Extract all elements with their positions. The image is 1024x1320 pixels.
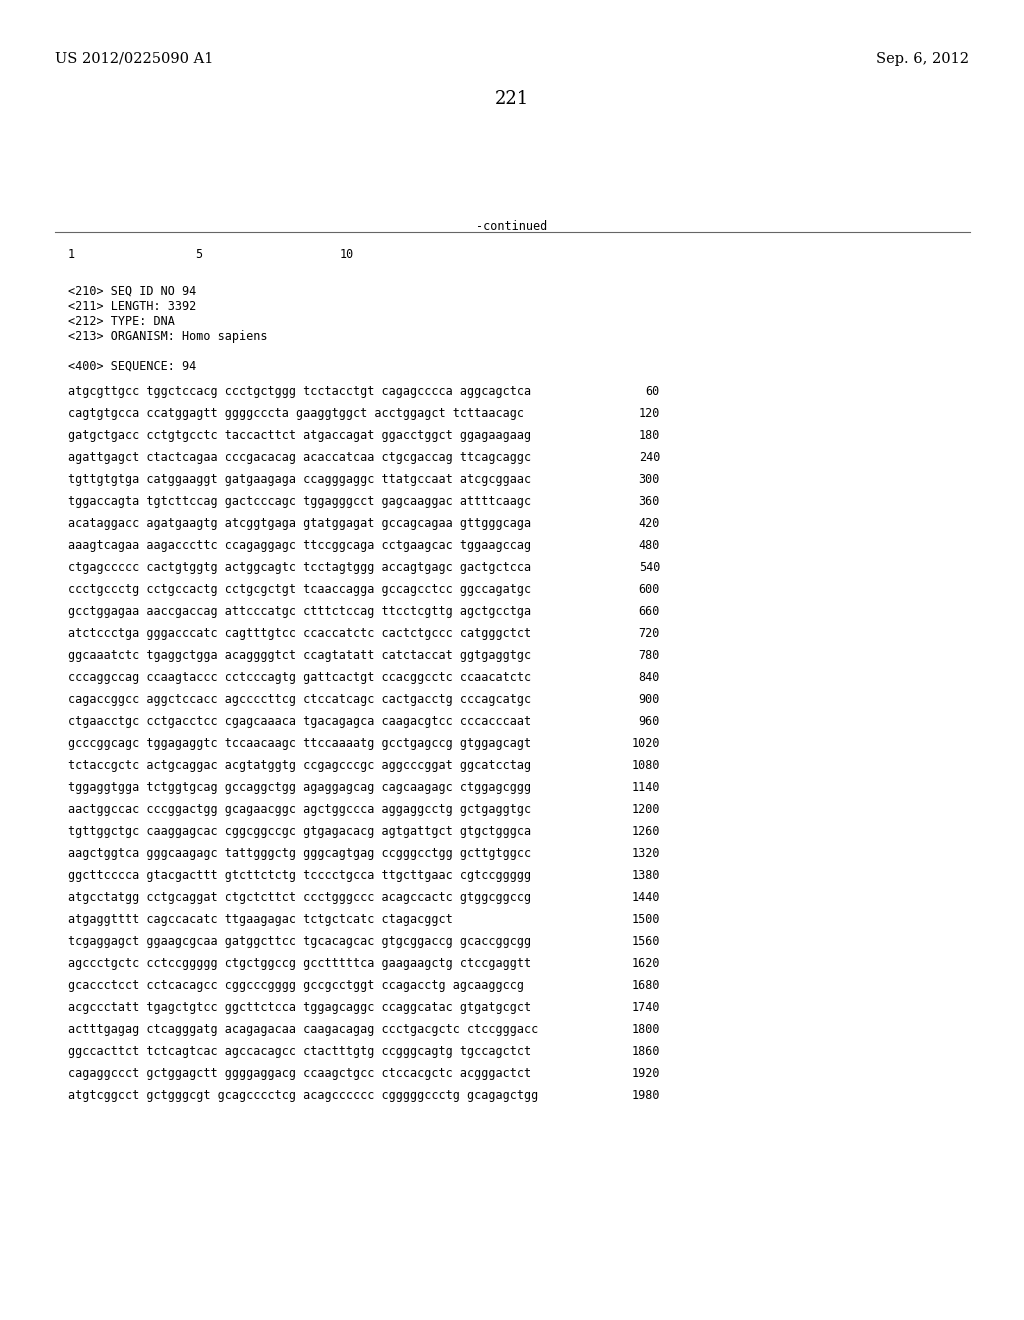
Text: cagaggccct gctggagctt ggggaggacg ccaagctgcc ctccacgctc acgggactct: cagaggccct gctggagctt ggggaggacg ccaagct…: [68, 1067, 531, 1080]
Text: 780: 780: [639, 649, 660, 663]
Text: 221: 221: [495, 90, 529, 108]
Text: 720: 720: [639, 627, 660, 640]
Text: acataggacc agatgaagtg atcggtgaga gtatggagat gccagcagaa gttgggcaga: acataggacc agatgaagtg atcggtgaga gtatgga…: [68, 517, 531, 531]
Text: gcaccctcct cctcacagcc cggcccgggg gccgcctggt ccagacctg agcaaggccg: gcaccctcct cctcacagcc cggcccgggg gccgcct…: [68, 979, 524, 993]
Text: cccaggccag ccaagtaccc cctcccagtg gattcactgt ccacggcctc ccaacatctc: cccaggccag ccaagtaccc cctcccagtg gattcac…: [68, 671, 531, 684]
Text: aagctggtca gggcaagagc tattgggctg gggcagtgag ccgggcctgg gcttgtggcc: aagctggtca gggcaagagc tattgggctg gggcagt…: [68, 847, 531, 861]
Text: 1260: 1260: [632, 825, 660, 838]
Text: atgtcggcct gctgggcgt gcagcccctcg acagcccccc cgggggccctg gcagagctgg: atgtcggcct gctgggcgt gcagcccctcg acagccc…: [68, 1089, 539, 1102]
Text: agattgagct ctactcagaa cccgacacag acaccatcaa ctgcgaccag ttcagcaggc: agattgagct ctactcagaa cccgacacag acaccat…: [68, 451, 531, 465]
Text: cagtgtgcca ccatggagtt ggggcccta gaaggtggct acctggagct tcttaacagc: cagtgtgcca ccatggagtt ggggcccta gaaggtgg…: [68, 407, 524, 420]
Text: 10: 10: [340, 248, 354, 261]
Text: ggcttcccca gtacgacttt gtcttctctg tcccctgcca ttgcttgaac cgtccggggg: ggcttcccca gtacgacttt gtcttctctg tcccctg…: [68, 869, 531, 882]
Text: ggcaaatctc tgaggctgga acaggggtct ccagtatatt catctaccat ggtgaggtgc: ggcaaatctc tgaggctgga acaggggtct ccagtat…: [68, 649, 531, 663]
Text: <212> TYPE: DNA: <212> TYPE: DNA: [68, 315, 175, 327]
Text: 600: 600: [639, 583, 660, 597]
Text: 60: 60: [646, 385, 660, 399]
Text: tgttggctgc caaggagcac cggcggccgc gtgagacacg agtgattgct gtgctgggca: tgttggctgc caaggagcac cggcggccgc gtgagac…: [68, 825, 531, 838]
Text: gcccggcagc tggagaggtc tccaacaagc ttccaaaatg gcctgagccg gtggagcagt: gcccggcagc tggagaggtc tccaacaagc ttccaaa…: [68, 737, 531, 750]
Text: -continued: -continued: [476, 220, 548, 234]
Text: 480: 480: [639, 539, 660, 552]
Text: 1440: 1440: [632, 891, 660, 904]
Text: 120: 120: [639, 407, 660, 420]
Text: 1140: 1140: [632, 781, 660, 795]
Text: 540: 540: [639, 561, 660, 574]
Text: 900: 900: [639, 693, 660, 706]
Text: 1320: 1320: [632, 847, 660, 861]
Text: 1200: 1200: [632, 803, 660, 816]
Text: atctccctga gggacccatc cagtttgtcc ccaccatctc cactctgccc catgggctct: atctccctga gggacccatc cagtttgtcc ccaccat…: [68, 627, 531, 640]
Text: tggaccagta tgtcttccag gactcccagc tggagggcct gagcaaggac attttcaagc: tggaccagta tgtcttccag gactcccagc tggaggg…: [68, 495, 531, 508]
Text: agccctgctc cctccggggg ctgctggccg gcctttttca gaagaagctg ctccgaggtt: agccctgctc cctccggggg ctgctggccg gcctttt…: [68, 957, 531, 970]
Text: ggccacttct tctcagtcac agccacagcc ctactttgtg ccgggcagtg tgccagctct: ggccacttct tctcagtcac agccacagcc ctacttt…: [68, 1045, 531, 1059]
Text: 1380: 1380: [632, 869, 660, 882]
Text: gcctggagaa aaccgaccag attcccatgc ctttctccag ttcctcgttg agctgcctga: gcctggagaa aaccgaccag attcccatgc ctttctc…: [68, 605, 531, 618]
Text: <210> SEQ ID NO 94: <210> SEQ ID NO 94: [68, 285, 197, 298]
Text: 1080: 1080: [632, 759, 660, 772]
Text: aactggccac cccggactgg gcagaacggc agctggccca aggaggcctg gctgaggtgc: aactggccac cccggactgg gcagaacggc agctggc…: [68, 803, 531, 816]
Text: tgttgtgtga catggaaggt gatgaagaga ccagggaggc ttatgccaat atcgcggaac: tgttgtgtga catggaaggt gatgaagaga ccaggga…: [68, 473, 531, 486]
Text: 660: 660: [639, 605, 660, 618]
Text: gatgctgacc cctgtgcctc taccacttct atgaccagat ggacctggct ggagaagaag: gatgctgacc cctgtgcctc taccacttct atgacca…: [68, 429, 531, 442]
Text: 180: 180: [639, 429, 660, 442]
Text: 1920: 1920: [632, 1067, 660, 1080]
Text: tggaggtgga tctggtgcag gccaggctgg agaggagcag cagcaagagc ctggagcggg: tggaggtgga tctggtgcag gccaggctgg agaggag…: [68, 781, 531, 795]
Text: <213> ORGANISM: Homo sapiens: <213> ORGANISM: Homo sapiens: [68, 330, 267, 343]
Text: 1560: 1560: [632, 935, 660, 948]
Text: <400> SEQUENCE: 94: <400> SEQUENCE: 94: [68, 360, 197, 374]
Text: ctgaacctgc cctgacctcc cgagcaaaca tgacagagca caagacgtcc cccacccaat: ctgaacctgc cctgacctcc cgagcaaaca tgacaga…: [68, 715, 531, 729]
Text: 1980: 1980: [632, 1089, 660, 1102]
Text: 300: 300: [639, 473, 660, 486]
Text: actttgagag ctcagggatg acagagacaa caagacagag ccctgacgctc ctccgggacc: actttgagag ctcagggatg acagagacaa caagaca…: [68, 1023, 539, 1036]
Text: ctgagccccc cactgtggtg actggcagtc tcctagtggg accagtgagc gactgctcca: ctgagccccc cactgtggtg actggcagtc tcctagt…: [68, 561, 531, 574]
Text: 1500: 1500: [632, 913, 660, 927]
Text: 1620: 1620: [632, 957, 660, 970]
Text: ccctgccctg cctgccactg cctgcgctgt tcaaccagga gccagcctcc ggccagatgc: ccctgccctg cctgccactg cctgcgctgt tcaacca…: [68, 583, 531, 597]
Text: 240: 240: [639, 451, 660, 465]
Text: US 2012/0225090 A1: US 2012/0225090 A1: [55, 51, 213, 66]
Text: 1: 1: [68, 248, 75, 261]
Text: 5: 5: [195, 248, 202, 261]
Text: aaagtcagaa aagacccttc ccagaggagc ttccggcaga cctgaagcac tggaagccag: aaagtcagaa aagacccttc ccagaggagc ttccggc…: [68, 539, 531, 552]
Text: atgcctatgg cctgcaggat ctgctcttct ccctgggccc acagccactc gtggcggccg: atgcctatgg cctgcaggat ctgctcttct ccctggg…: [68, 891, 531, 904]
Text: 1020: 1020: [632, 737, 660, 750]
Text: 1740: 1740: [632, 1001, 660, 1014]
Text: atgaggtttt cagccacatc ttgaagagac tctgctcatc ctagacggct: atgaggtttt cagccacatc ttgaagagac tctgctc…: [68, 913, 453, 927]
Text: 1680: 1680: [632, 979, 660, 993]
Text: <211> LENGTH: 3392: <211> LENGTH: 3392: [68, 300, 197, 313]
Text: atgcgttgcc tggctccacg ccctgctggg tcctacctgt cagagcccca aggcagctca: atgcgttgcc tggctccacg ccctgctggg tcctacc…: [68, 385, 531, 399]
Text: tcgaggagct ggaagcgcaa gatggcttcc tgcacagcac gtgcggaccg gcaccggcgg: tcgaggagct ggaagcgcaa gatggcttcc tgcacag…: [68, 935, 531, 948]
Text: acgccctatt tgagctgtcc ggcttctcca tggagcaggc ccaggcatac gtgatgcgct: acgccctatt tgagctgtcc ggcttctcca tggagca…: [68, 1001, 531, 1014]
Text: 1800: 1800: [632, 1023, 660, 1036]
Text: Sep. 6, 2012: Sep. 6, 2012: [876, 51, 969, 66]
Text: 360: 360: [639, 495, 660, 508]
Text: cagaccggcc aggctccacc agccccttcg ctccatcagc cactgacctg cccagcatgc: cagaccggcc aggctccacc agccccttcg ctccatc…: [68, 693, 531, 706]
Text: tctaccgctc actgcaggac acgtatggtg ccgagcccgc aggcccggat ggcatcctag: tctaccgctc actgcaggac acgtatggtg ccgagcc…: [68, 759, 531, 772]
Text: 420: 420: [639, 517, 660, 531]
Text: 960: 960: [639, 715, 660, 729]
Text: 1860: 1860: [632, 1045, 660, 1059]
Text: 840: 840: [639, 671, 660, 684]
